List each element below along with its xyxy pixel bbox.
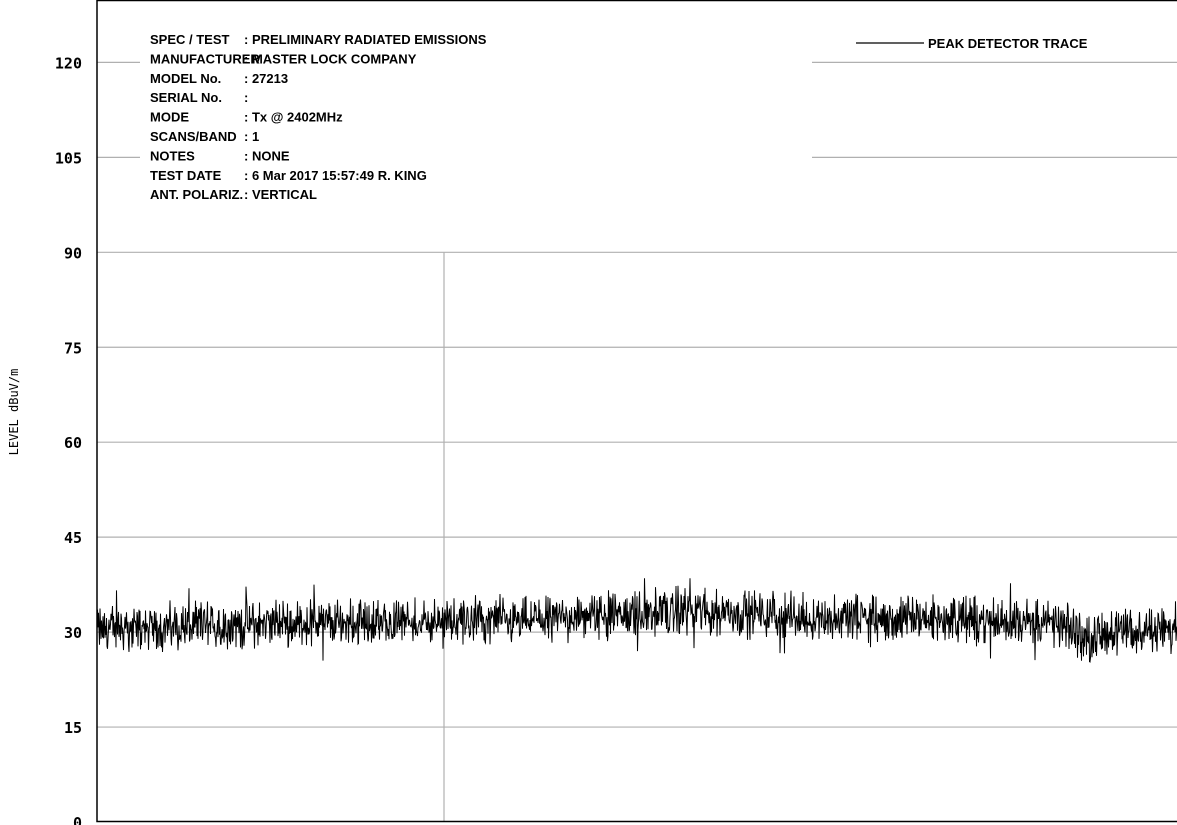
y-tick-label: 120 [55,54,82,72]
y-tick-label: 30 [64,624,82,642]
header-value: : Tx @ 2402MHz [244,110,343,125]
header-key: MANUFACTURER [150,51,260,66]
y-axis-label: LEVEL dBuV/m [7,369,21,456]
header-value: : PRELIMINARY RADIATED EMISSIONS [244,32,487,47]
legend: PEAK DETECTOR TRACE [856,36,1088,51]
y-tick-label: 15 [64,719,82,737]
header-key: MODEL No. [150,71,221,86]
plot-frame [96,0,1177,823]
y-axis-ticks: 0 15 30 45 60 75 90 105 120 [55,54,82,825]
test-header-block: SPEC / TEST : PRELIMINARY RADIATED EMISSI… [150,32,487,202]
y-tick-label: 0 [73,814,82,825]
header-value: : 1 [244,129,259,144]
legend-entry-label: PEAK DETECTOR TRACE [928,36,1088,51]
header-value: : MASTER LOCK COMPANY [244,51,417,66]
header-value: : VERTICAL [244,187,317,202]
header-key: TEST DATE [150,168,222,183]
peak-trace-line [96,578,1177,663]
y-tick-label: 90 [64,244,82,262]
header-key: SERIAL No. [150,90,222,105]
header-value: : 6 Mar 2017 15:57:49 R. KING [244,168,427,183]
header-value: : 27213 [244,71,288,86]
peak-trace-series [96,578,1177,663]
header-key: SCANS/BAND [150,129,237,144]
y-tick-label: 105 [55,149,82,167]
header-value: : NONE [244,148,290,163]
header-key: MODE [150,110,189,125]
header-value: : [244,90,248,105]
header-key: ANT. POLARIZ. [150,187,243,202]
header-key: SPEC / TEST [150,32,230,47]
y-tick-label: 60 [64,434,82,452]
header-key: NOTES [150,148,195,163]
y-tick-label: 75 [64,339,82,357]
grid-lines [97,61,1177,822]
y-tick-label: 45 [64,529,82,547]
